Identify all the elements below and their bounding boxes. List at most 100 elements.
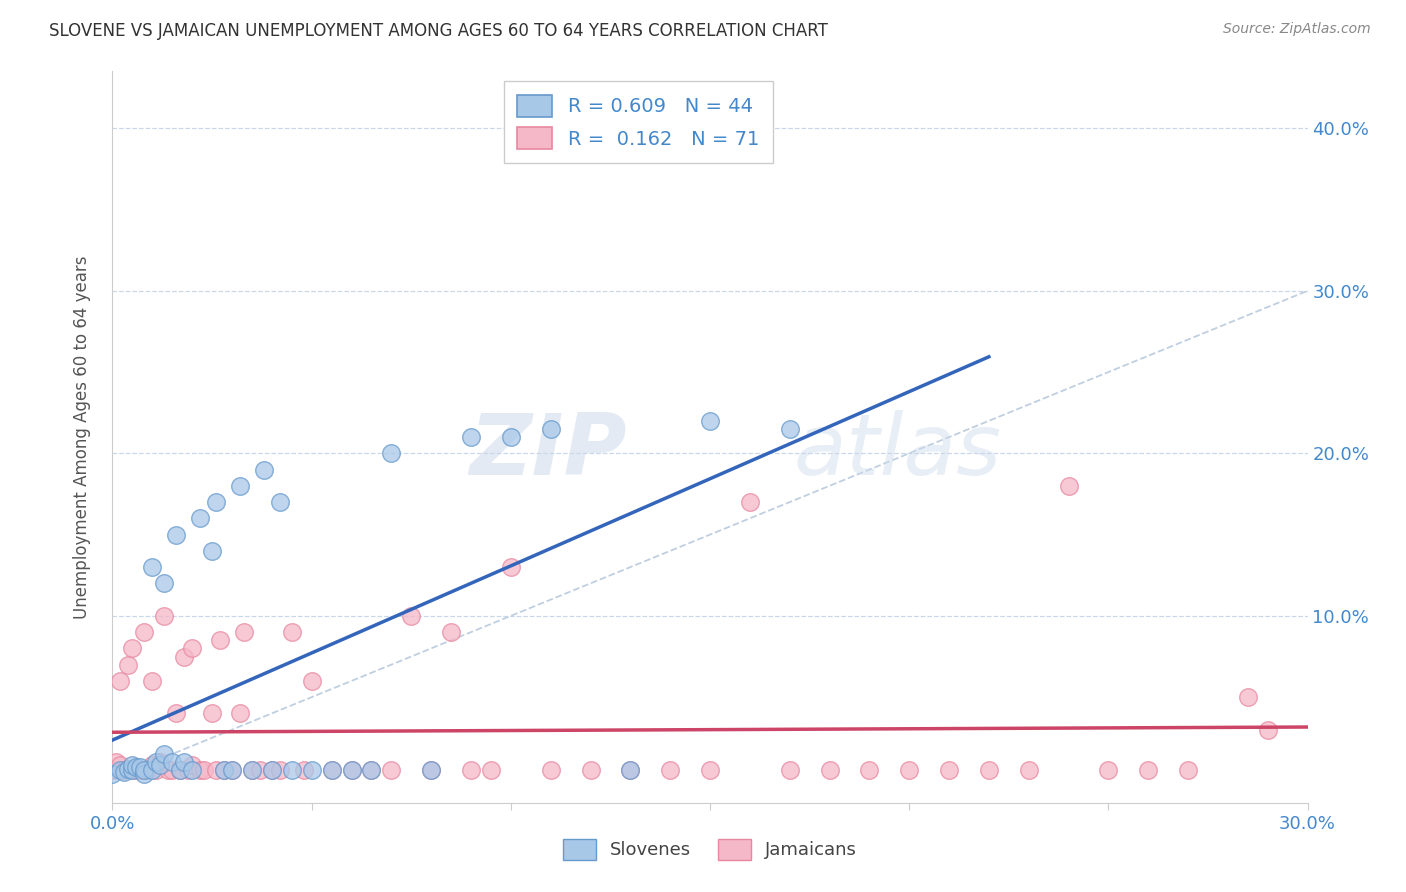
Point bbox=[125, 760, 148, 774]
Point bbox=[121, 764, 143, 778]
Point bbox=[177, 764, 200, 778]
Point bbox=[101, 766, 124, 780]
Point bbox=[938, 764, 960, 778]
Point bbox=[380, 764, 402, 778]
Point bbox=[188, 511, 211, 525]
Point bbox=[281, 764, 304, 778]
Text: atlas: atlas bbox=[793, 410, 1001, 493]
Point bbox=[858, 764, 880, 778]
Point bbox=[134, 764, 156, 778]
Point bbox=[1018, 764, 1040, 778]
Point bbox=[181, 764, 204, 778]
Point bbox=[125, 764, 148, 778]
Point bbox=[105, 755, 128, 769]
Point bbox=[141, 560, 163, 574]
Point bbox=[169, 764, 191, 778]
Point bbox=[110, 758, 132, 772]
Point bbox=[134, 625, 156, 640]
Point bbox=[818, 764, 841, 778]
Point bbox=[499, 560, 522, 574]
Point bbox=[221, 764, 243, 778]
Point bbox=[153, 576, 176, 591]
Point bbox=[579, 764, 602, 778]
Point bbox=[619, 764, 641, 778]
Point bbox=[460, 764, 482, 778]
Point bbox=[779, 764, 801, 778]
Point bbox=[149, 755, 172, 769]
Point bbox=[659, 764, 682, 778]
Point bbox=[153, 608, 176, 623]
Point bbox=[114, 764, 135, 779]
Point bbox=[540, 764, 562, 778]
Point bbox=[121, 641, 143, 656]
Point bbox=[129, 764, 152, 778]
Point bbox=[420, 764, 443, 778]
Point bbox=[117, 762, 139, 776]
Point bbox=[188, 764, 211, 778]
Point bbox=[260, 764, 283, 778]
Point bbox=[165, 706, 187, 721]
Point bbox=[360, 764, 382, 778]
Point bbox=[401, 608, 423, 623]
Point bbox=[1097, 764, 1119, 778]
Point bbox=[181, 641, 204, 656]
Point bbox=[260, 764, 283, 778]
Point bbox=[201, 706, 224, 721]
Text: Source: ZipAtlas.com: Source: ZipAtlas.com bbox=[1223, 22, 1371, 37]
Point bbox=[540, 422, 562, 436]
Point bbox=[340, 764, 363, 778]
Point bbox=[153, 747, 176, 761]
Point bbox=[117, 657, 139, 672]
Point bbox=[209, 633, 232, 648]
Point bbox=[301, 673, 323, 688]
Point bbox=[499, 430, 522, 444]
Point bbox=[269, 495, 291, 509]
Point bbox=[1237, 690, 1260, 705]
Point bbox=[340, 764, 363, 778]
Point bbox=[292, 764, 315, 778]
Point bbox=[157, 764, 180, 778]
Point bbox=[240, 764, 263, 778]
Point bbox=[229, 479, 252, 493]
Point bbox=[162, 755, 183, 769]
Legend: Slovenes, Jamaicans: Slovenes, Jamaicans bbox=[555, 831, 865, 867]
Point bbox=[619, 764, 641, 778]
Point bbox=[212, 764, 235, 778]
Point bbox=[1137, 764, 1160, 778]
Point bbox=[460, 430, 482, 444]
Point bbox=[138, 764, 160, 778]
Point bbox=[479, 764, 502, 778]
Point bbox=[134, 766, 156, 780]
Point bbox=[162, 764, 183, 778]
Point bbox=[205, 764, 228, 778]
Point bbox=[240, 764, 263, 778]
Point bbox=[165, 527, 187, 541]
Point bbox=[173, 649, 195, 664]
Point bbox=[173, 755, 195, 769]
Point bbox=[233, 625, 256, 640]
Point bbox=[420, 764, 443, 778]
Point bbox=[141, 673, 163, 688]
Point bbox=[212, 764, 235, 778]
Point bbox=[141, 764, 163, 778]
Text: ZIP: ZIP bbox=[468, 410, 627, 493]
Point bbox=[121, 764, 143, 778]
Point bbox=[1057, 479, 1080, 493]
Point bbox=[699, 414, 721, 428]
Point bbox=[380, 446, 402, 460]
Point bbox=[114, 764, 135, 778]
Point bbox=[101, 764, 124, 778]
Point bbox=[253, 462, 276, 476]
Point bbox=[1177, 764, 1199, 778]
Point bbox=[221, 764, 243, 778]
Text: SLOVENE VS JAMAICAN UNEMPLOYMENT AMONG AGES 60 TO 64 YEARS CORRELATION CHART: SLOVENE VS JAMAICAN UNEMPLOYMENT AMONG A… bbox=[49, 22, 828, 40]
Point bbox=[205, 495, 228, 509]
Point bbox=[440, 625, 463, 640]
Point bbox=[779, 422, 801, 436]
Point bbox=[134, 764, 156, 778]
Point bbox=[193, 764, 215, 778]
Point bbox=[898, 764, 921, 778]
Point bbox=[121, 758, 143, 772]
Point bbox=[1257, 723, 1279, 737]
Point bbox=[360, 764, 382, 778]
